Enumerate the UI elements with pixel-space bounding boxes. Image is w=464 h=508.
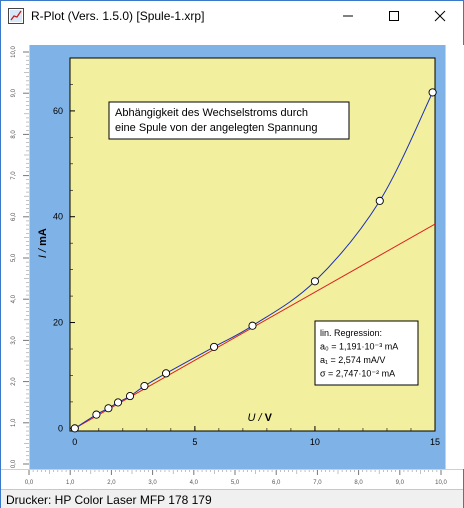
ruler-bottom[interactable]: 0,0 1,0 2,0 3,0 4,0 5,0 6,0 7,0 8,0 9,0 10,0	[1, 469, 463, 490]
ruler-left[interactable]: 0,0 1,0 2,0 3,0 4,0 5,0 6,0 7,0 8,0 9,0 10,0	[1, 45, 30, 469]
ruler-bottom-label: 9,0	[396, 480, 405, 486]
regression-text-line: a₀ = 1,191·10⁻³ mA	[320, 342, 398, 352]
status-bar: Drucker: HP Color Laser MFP 178 179	[1, 489, 463, 508]
maximize-icon	[389, 11, 399, 21]
regression-text-line: a₁ = 2,574 mA/V	[320, 355, 385, 365]
ruler-left-label: 9,0	[11, 88, 17, 97]
ruler-bottom-label: 7,0	[313, 480, 322, 486]
ruler-left-label: 3,0	[11, 336, 17, 345]
y-axis-tick-label: 40	[53, 212, 63, 222]
ruler-top	[1, 31, 463, 46]
data-point	[162, 369, 171, 378]
data-point	[248, 321, 257, 330]
x-axis-tick-label: 10	[310, 437, 320, 447]
ruler-bottom-label: 1,0	[66, 480, 75, 486]
data-point	[70, 424, 79, 433]
data-point	[125, 392, 135, 401]
data-point	[113, 398, 123, 407]
y-axis-tick-label: 60	[53, 106, 63, 116]
title-bar[interactable]: R-Plot (Vers. 1.5.0) [Spule-1.xrp]	[1, 1, 463, 31]
ruler-left-label: 6,0	[11, 212, 17, 221]
y-axis-tick-label: 0	[58, 423, 63, 433]
app-icon[interactable]	[8, 8, 24, 24]
printer-status: Drucker: HP Color Laser MFP 178 179	[6, 493, 212, 507]
close-icon	[434, 10, 446, 22]
ruler-bottom-label: 8,0	[354, 480, 363, 486]
ruler-bottom-label: 4,0	[190, 480, 199, 486]
maximize-button[interactable]	[371, 1, 417, 31]
data-point	[428, 88, 437, 97]
ruler-left-label: 10,0	[11, 46, 17, 58]
x-axis-label: U / V	[247, 412, 272, 424]
data-point	[140, 381, 149, 391]
ruler-left-label: 8,0	[11, 130, 17, 139]
close-button[interactable]	[417, 1, 463, 31]
regression-box	[314, 320, 419, 386]
data-point	[375, 196, 384, 205]
chart[interactable]: 0 5 10 15 0 20 40 60 U / V I / mA Abhängigkeit des…	[30, 45, 445, 469]
x-axis-tick-label: 5	[192, 437, 197, 447]
ruler-bottom-label: 0,0	[25, 480, 34, 486]
data-point	[210, 342, 219, 351]
data-point	[104, 404, 113, 413]
regression-text-line: σ = 2,747·10⁻² mA	[320, 369, 395, 379]
ruler-bottom-label: 2,0	[107, 480, 116, 486]
chart-title-box	[108, 101, 350, 140]
regression-text-line: lin. Regression:	[320, 328, 382, 338]
ruler-bottom-label: 6,0	[272, 480, 281, 486]
x-axis-tick-label: 15	[430, 437, 440, 447]
minimize-button[interactable]	[325, 1, 371, 31]
ruler-left-label: 2,0	[11, 377, 17, 386]
ruler-right	[445, 45, 464, 469]
plot-canvas[interactable]: 0 5 10 15 0 20 40 60 U / V I / mA Abhängigkeit des…	[30, 45, 445, 469]
ruler-left-label: 5,0	[11, 253, 17, 262]
chart-title-line: Abhängigkeit des Wechselstroms durch	[115, 107, 308, 119]
window-title: R-Plot (Vers. 1.5.0) [Spule-1.xrp]	[31, 9, 205, 23]
chart-title-line: eine Spule von der angelegten Spannung	[115, 122, 317, 134]
y-axis-label: I / mA	[37, 228, 49, 258]
ruler-left-label: 1,0	[11, 418, 17, 427]
ruler-bottom-label: 5,0	[231, 480, 240, 486]
ruler-left-label: 7,0	[11, 171, 17, 180]
ruler-bottom-label: 10,0	[435, 480, 447, 486]
ruler-left-label: 4,0	[11, 294, 17, 303]
data-point	[92, 410, 101, 419]
x-axis-tick-label: 0	[72, 437, 77, 447]
y-axis-tick-label: 20	[53, 318, 63, 328]
minimize-icon	[343, 15, 353, 17]
ruler-bottom-label: 3,0	[148, 480, 157, 486]
ruler-left-label: 0,0	[11, 459, 17, 468]
data-point	[310, 277, 319, 286]
